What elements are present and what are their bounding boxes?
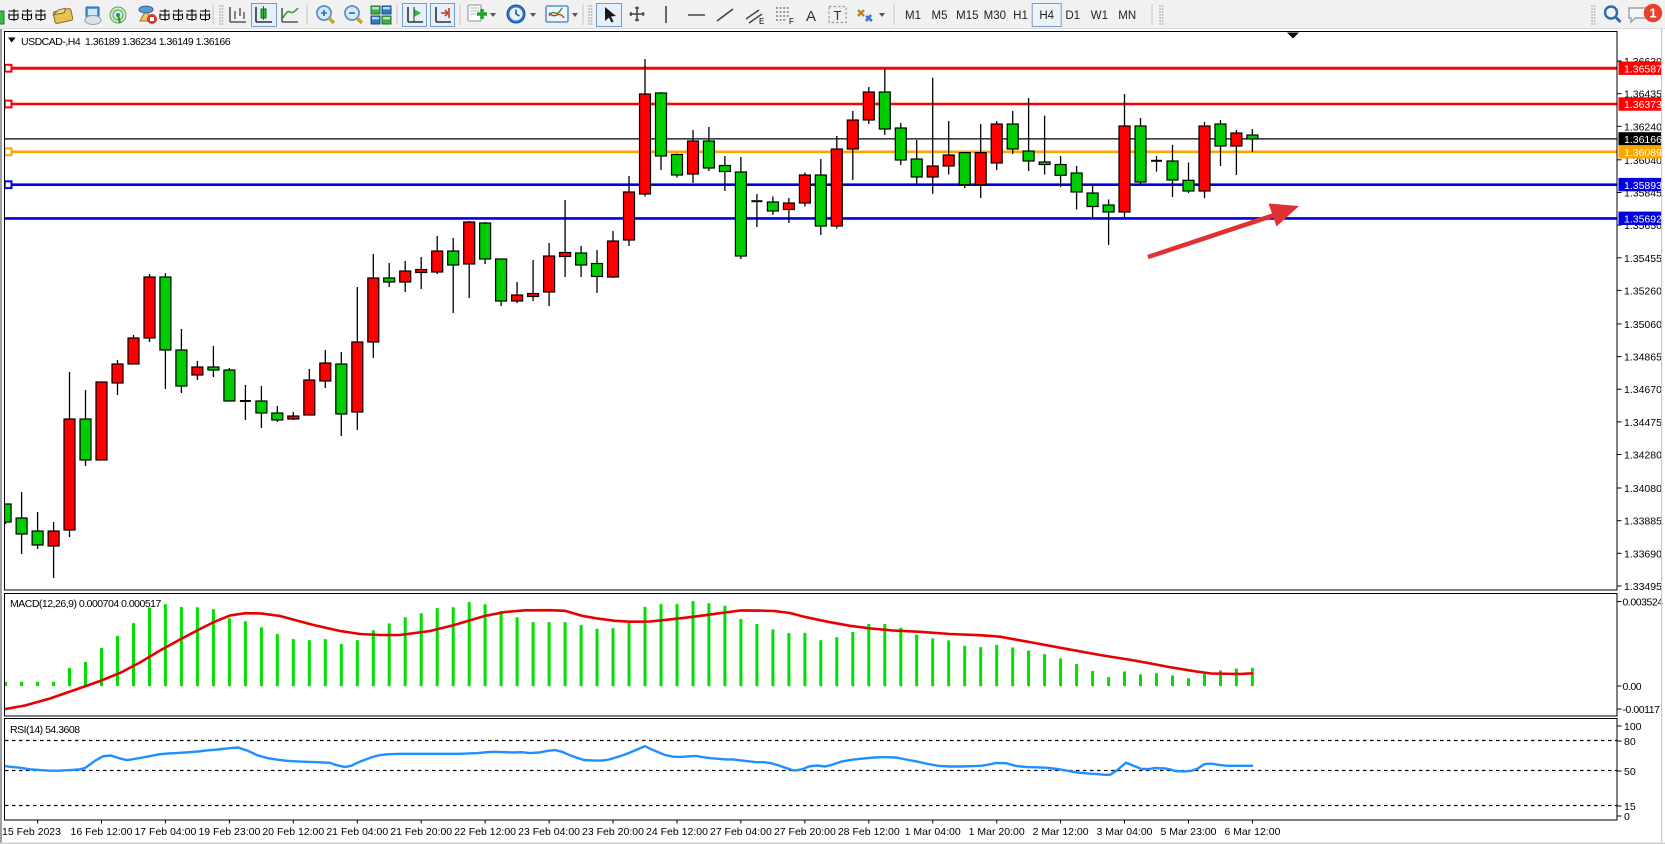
svg-text:1.33495: 1.33495 xyxy=(1624,581,1662,593)
svg-text:1.36587: 1.36587 xyxy=(1624,63,1662,75)
svg-text:1.36240: 1.36240 xyxy=(1624,121,1662,133)
svg-text:1 Mar 20:00: 1 Mar 20:00 xyxy=(969,826,1025,838)
svg-text:5 Mar 23:00: 5 Mar 23:00 xyxy=(1160,826,1216,838)
svg-text:RSI(14) 54.3608: RSI(14) 54.3608 xyxy=(10,724,80,736)
svg-text:23 Feb 20:00: 23 Feb 20:00 xyxy=(582,826,644,838)
svg-text:W1: W1 xyxy=(1091,10,1108,22)
svg-text:0.00: 0.00 xyxy=(1623,681,1642,693)
svg-text:1.36166: 1.36166 xyxy=(1624,134,1662,146)
svg-text:24 Feb 12:00: 24 Feb 12:00 xyxy=(646,826,708,838)
svg-text:M30: M30 xyxy=(984,10,1006,22)
svg-text:MN: MN xyxy=(1118,10,1136,22)
svg-text:H1: H1 xyxy=(1013,10,1028,22)
svg-text:1.36373: 1.36373 xyxy=(1624,99,1662,111)
svg-text:1.34280: 1.34280 xyxy=(1624,450,1662,462)
svg-text:M1: M1 xyxy=(905,10,921,22)
svg-text:1.36089: 1.36089 xyxy=(1624,147,1662,159)
svg-text:6 Mar 12:00: 6 Mar 12:00 xyxy=(1224,826,1280,838)
svg-text:H4: H4 xyxy=(1039,10,1054,22)
svg-text:21 Feb 20:00: 21 Feb 20:00 xyxy=(390,826,452,838)
svg-text:USDCAD-,H4 1.36189 1.36234 1.: USDCAD-,H4 1.36189 1.36234 1.36149 1.361… xyxy=(21,36,231,48)
svg-text:2 Mar 12:00: 2 Mar 12:00 xyxy=(1033,826,1089,838)
svg-text:27 Feb 20:00: 27 Feb 20:00 xyxy=(774,826,836,838)
svg-text:27 Feb 04:00: 27 Feb 04:00 xyxy=(710,826,772,838)
svg-text:0.003524: 0.003524 xyxy=(1623,597,1664,609)
svg-text:T: T xyxy=(834,8,842,23)
svg-text:1.35692: 1.35692 xyxy=(1624,214,1662,226)
svg-text:16 Feb 12:00: 16 Feb 12:00 xyxy=(71,826,133,838)
svg-text:19 Feb 23:00: 19 Feb 23:00 xyxy=(198,826,260,838)
svg-text:1.35260: 1.35260 xyxy=(1624,285,1662,297)
svg-text:F: F xyxy=(789,17,794,26)
svg-text:D1: D1 xyxy=(1065,10,1080,22)
svg-text:50: 50 xyxy=(1624,766,1636,778)
svg-text:1.33885: 1.33885 xyxy=(1624,516,1662,528)
svg-text:1.34865: 1.34865 xyxy=(1624,352,1662,364)
svg-text:1.35455: 1.35455 xyxy=(1624,253,1662,265)
svg-text:M5: M5 xyxy=(932,10,948,22)
svg-text:1: 1 xyxy=(1649,6,1656,21)
svg-text:1.35893: 1.35893 xyxy=(1624,180,1662,192)
svg-text:1.34080: 1.34080 xyxy=(1624,483,1662,495)
svg-text:100: 100 xyxy=(1624,721,1642,733)
svg-text:1.34670: 1.34670 xyxy=(1624,384,1662,396)
svg-text:A: A xyxy=(806,8,816,25)
svg-text:1 Mar 04:00: 1 Mar 04:00 xyxy=(905,826,961,838)
svg-text:22 Feb 12:00: 22 Feb 12:00 xyxy=(454,826,516,838)
svg-text:MACD(12,26,9) 0.000704 0.00051: MACD(12,26,9) 0.000704 0.000517 xyxy=(10,598,162,610)
svg-text:3 Mar 04:00: 3 Mar 04:00 xyxy=(1096,826,1152,838)
svg-text:17 Feb 04:00: 17 Feb 04:00 xyxy=(134,826,196,838)
svg-text:E: E xyxy=(759,17,764,26)
svg-text:15 Feb 2023: 15 Feb 2023 xyxy=(2,826,61,838)
svg-text:1.34475: 1.34475 xyxy=(1624,417,1662,429)
svg-text:0: 0 xyxy=(1624,811,1630,823)
svg-text:M15: M15 xyxy=(956,10,978,22)
svg-text:15: 15 xyxy=(1624,801,1636,813)
svg-text:28 Feb 12:00: 28 Feb 12:00 xyxy=(838,826,900,838)
svg-text:20 Feb 12:00: 20 Feb 12:00 xyxy=(262,826,324,838)
svg-text:-0.00117: -0.00117 xyxy=(1623,704,1661,716)
svg-text:1.35060: 1.35060 xyxy=(1624,319,1662,331)
svg-text:1.33690: 1.33690 xyxy=(1624,548,1662,560)
svg-text:21 Feb 04:00: 21 Feb 04:00 xyxy=(326,826,388,838)
svg-text:23 Feb 04:00: 23 Feb 04:00 xyxy=(518,826,580,838)
svg-text:80: 80 xyxy=(1624,736,1636,748)
